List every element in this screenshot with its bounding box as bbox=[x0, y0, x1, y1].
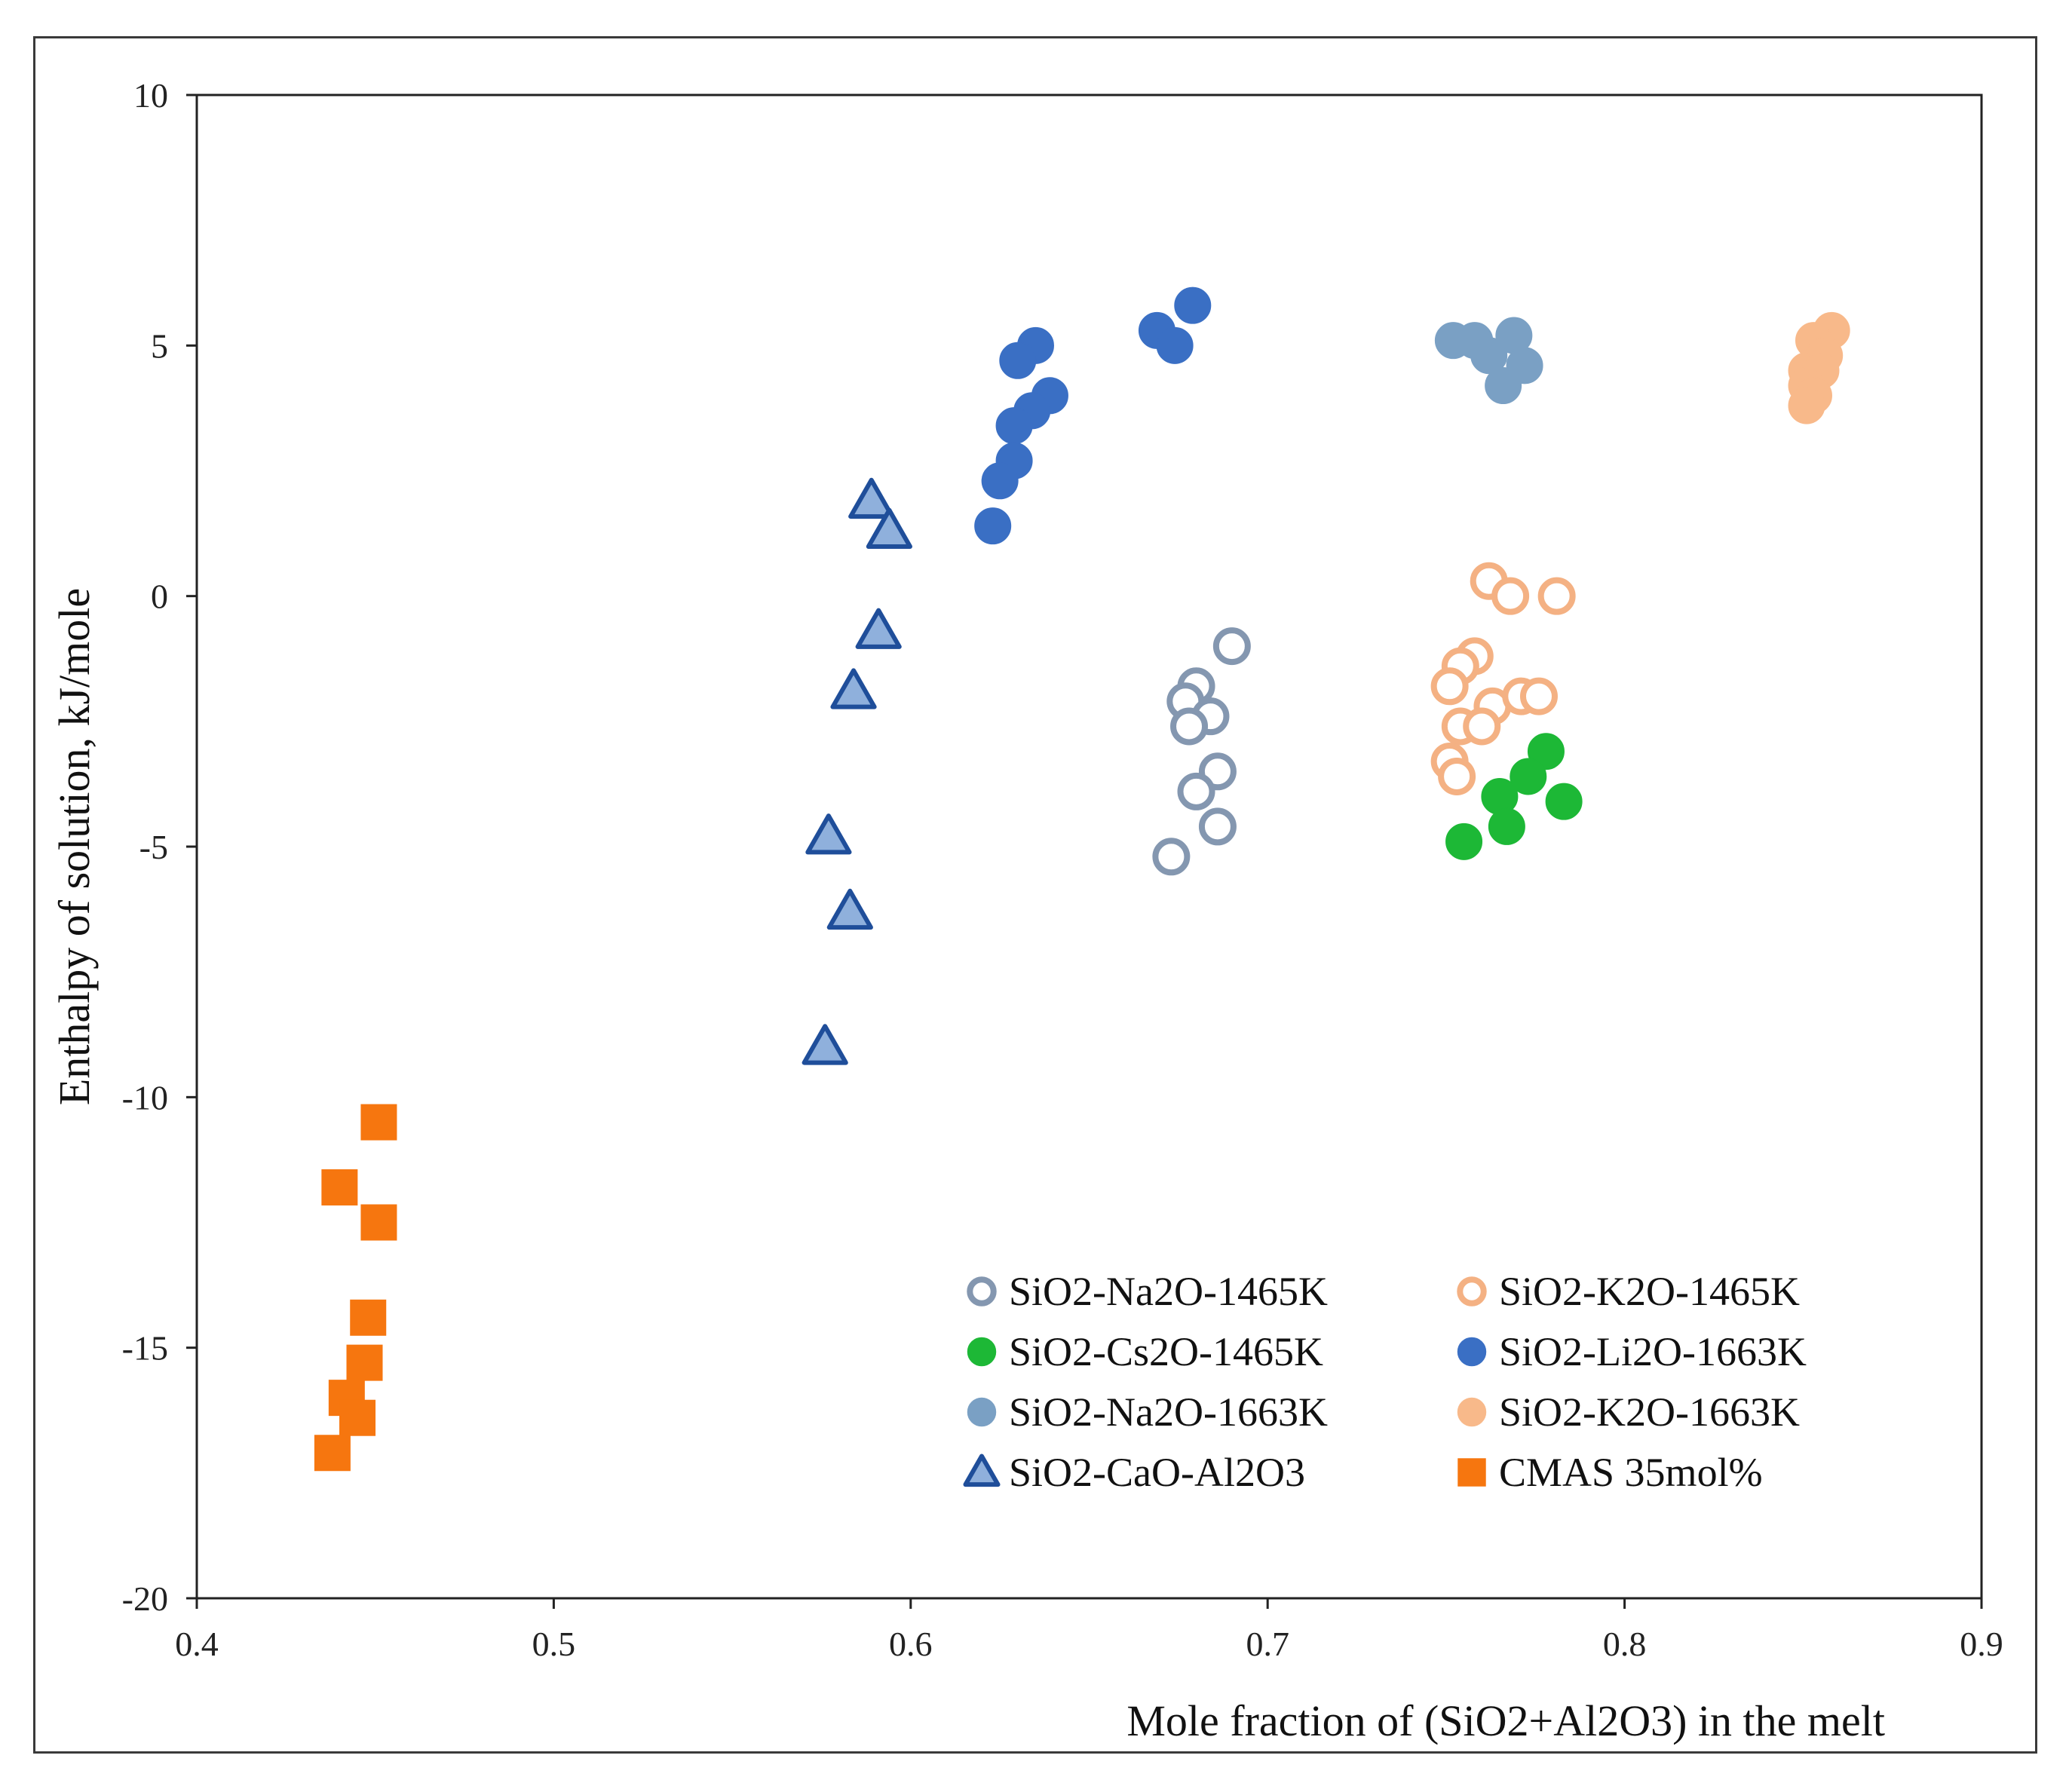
x-tick-label: 0.5 bbox=[532, 1625, 576, 1663]
y-tick-label: -5 bbox=[139, 828, 168, 866]
ticks: 0.4 0.5 0.6 0.7 0.8 0.9 10 5 0 -5 -10 -15 -20 bbox=[122, 76, 2003, 1663]
data-point bbox=[1519, 677, 1558, 715]
data-point bbox=[360, 1204, 397, 1241]
legend-marker bbox=[963, 1454, 1001, 1487]
data-point bbox=[1170, 707, 1209, 746]
data-point bbox=[1491, 577, 1530, 615]
y-tick-label: 0 bbox=[151, 577, 168, 616]
x-tick-label: 0.9 bbox=[1960, 1625, 2003, 1663]
x-tick-label: 0.6 bbox=[889, 1625, 933, 1663]
data-point bbox=[360, 1104, 397, 1141]
legend-marker bbox=[1457, 1337, 1487, 1367]
legend-marker bbox=[1457, 1276, 1487, 1307]
legend-marker bbox=[967, 1397, 997, 1427]
y-tick-label: -15 bbox=[122, 1329, 168, 1368]
legend-item: SiO2-Li2O-1663K bbox=[1457, 1329, 1807, 1374]
y-tick-label: 10 bbox=[133, 76, 168, 115]
legend-label: SiO2-Na2O-1465K bbox=[1009, 1269, 1328, 1314]
series-sio2-na2o-1465k bbox=[1152, 627, 1251, 876]
series-sio2-k2o-1663k bbox=[1788, 311, 1850, 424]
series-sio2-li2o-1663k bbox=[974, 286, 1212, 545]
series-sio2-na2o-1663k bbox=[1434, 317, 1543, 405]
legend-marker bbox=[967, 1337, 997, 1367]
x-tick-label: 0.8 bbox=[1603, 1625, 1647, 1663]
legend-marker bbox=[967, 1276, 997, 1307]
legend-item: SiO2-K2O-1663K bbox=[1457, 1389, 1800, 1435]
data-point bbox=[346, 1344, 383, 1381]
legend-item: SiO2-CaO-Al2O3 bbox=[963, 1450, 1305, 1495]
data-point bbox=[981, 462, 1019, 500]
data-point bbox=[1510, 758, 1547, 795]
data-point bbox=[802, 1024, 848, 1065]
legend-item: SiO2-Na2O-1663K bbox=[967, 1389, 1328, 1435]
data-point bbox=[805, 813, 852, 855]
data-point bbox=[1177, 772, 1215, 810]
y-tick-label: -10 bbox=[122, 1078, 168, 1117]
data-point bbox=[1463, 707, 1501, 746]
data-point bbox=[855, 608, 902, 649]
legend-label: CMAS 35mol% bbox=[1499, 1450, 1763, 1495]
legend-marker bbox=[1457, 1458, 1486, 1487]
data-point bbox=[314, 1435, 351, 1472]
data-point bbox=[1470, 337, 1508, 375]
legend-label: SiO2-Li2O-1663K bbox=[1499, 1329, 1807, 1374]
legend: SiO2-Na2O-1465K SiO2-K2O-1465K SiO2-Cs2O-1… bbox=[963, 1269, 1807, 1495]
series-sio2-k2o-1465k bbox=[1430, 562, 1576, 795]
data-point bbox=[995, 407, 1033, 445]
x-tick-label: 0.4 bbox=[175, 1625, 219, 1663]
data-point bbox=[1198, 807, 1237, 846]
data-point bbox=[1485, 367, 1522, 405]
legend-item: SiO2-Na2O-1465K bbox=[967, 1269, 1328, 1314]
series-sio2-cs2o-1465k bbox=[1445, 733, 1583, 860]
legend-item: CMAS 35mol% bbox=[1457, 1450, 1763, 1495]
data-point bbox=[1537, 577, 1576, 615]
legend-item: SiO2-Cs2O-1465K bbox=[967, 1329, 1323, 1374]
data-point bbox=[1545, 783, 1583, 820]
data-point bbox=[1430, 667, 1469, 706]
legend-marker bbox=[1457, 1397, 1487, 1427]
data-point bbox=[1152, 838, 1191, 876]
data-point bbox=[339, 1399, 376, 1436]
chart-frame bbox=[33, 36, 2037, 1754]
data-marks bbox=[314, 286, 1850, 1472]
data-point bbox=[826, 888, 873, 930]
legend-label: SiO2-Cs2O-1465K bbox=[1009, 1329, 1323, 1374]
data-point bbox=[1212, 627, 1251, 666]
data-point bbox=[1445, 823, 1483, 860]
data-point bbox=[848, 477, 895, 519]
data-point bbox=[1488, 807, 1525, 845]
data-point bbox=[321, 1169, 358, 1205]
series-cmas-35mol- bbox=[314, 1104, 397, 1472]
legend-label: SiO2-CaO-Al2O3 bbox=[1009, 1450, 1305, 1495]
y-axis-label: Enthalpy of solution, kJ/mole bbox=[50, 588, 99, 1105]
legend-label: SiO2-Na2O-1663K bbox=[1009, 1389, 1328, 1435]
x-tick-label: 0.7 bbox=[1246, 1625, 1289, 1663]
legend-label: SiO2-K2O-1663K bbox=[1499, 1389, 1800, 1435]
data-point bbox=[830, 668, 877, 709]
data-point bbox=[350, 1299, 387, 1336]
x-axis-label: Mole fraction of (SiO2+Al2O3) in the mel… bbox=[1126, 1696, 1885, 1745]
data-point bbox=[1156, 326, 1194, 364]
data-point bbox=[1174, 286, 1212, 324]
series-sio2-cao-al2o3 bbox=[802, 477, 912, 1065]
y-tick-label: -20 bbox=[122, 1579, 168, 1618]
data-point bbox=[866, 507, 912, 549]
data-point bbox=[999, 342, 1037, 379]
data-point bbox=[1438, 757, 1476, 795]
data-point bbox=[974, 507, 1012, 545]
data-point bbox=[1788, 387, 1825, 424]
y-tick-label: 5 bbox=[151, 326, 168, 365]
legend-label: SiO2-K2O-1465K bbox=[1499, 1269, 1800, 1314]
legend-item: SiO2-K2O-1465K bbox=[1457, 1269, 1800, 1314]
